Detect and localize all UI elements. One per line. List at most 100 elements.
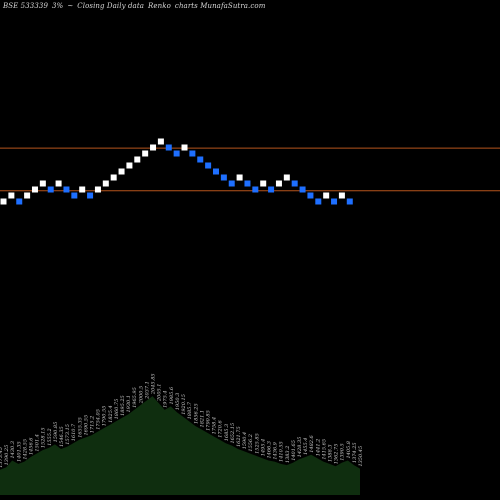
volume-label: 1885.7 xyxy=(187,401,193,419)
volume-label: 1930.1 xyxy=(126,395,132,413)
volume-label: 1975.4 xyxy=(163,390,169,408)
volume-label: 1428.55 xyxy=(22,439,28,460)
change-label: 3% xyxy=(52,2,64,10)
renko-brick xyxy=(197,156,204,163)
renko-brick xyxy=(181,144,188,151)
volume-label: 1410.55 xyxy=(279,441,285,462)
volume-label: 1436.9 xyxy=(273,441,279,459)
renko-brick xyxy=(307,192,314,199)
renko-brick xyxy=(39,180,46,187)
renko-brick xyxy=(8,192,15,199)
renko-brick xyxy=(252,186,259,193)
renko-brick xyxy=(16,198,23,205)
volume-label: 1621.75 xyxy=(236,426,242,447)
volume-label: 1556.2 xyxy=(248,434,254,452)
renko-brick xyxy=(228,180,235,187)
renko-brick xyxy=(315,198,322,205)
renko-brick xyxy=(0,198,7,205)
volume-label: 1441.2 xyxy=(315,439,321,457)
renko-brick xyxy=(291,180,298,187)
renko-brick xyxy=(165,144,172,151)
renko-brick xyxy=(150,144,157,151)
renko-brick xyxy=(118,168,125,175)
renko-brick xyxy=(126,162,133,169)
volume-label: 1482.6 xyxy=(309,434,315,452)
renko-brick xyxy=(94,186,101,193)
volume-label: 1920.15 xyxy=(181,394,187,415)
renko-brick xyxy=(260,180,267,187)
volume-label: 1546.35 xyxy=(59,426,65,447)
renko-brick xyxy=(338,192,345,199)
volume-label: 1415.65 xyxy=(321,439,327,460)
volume-label: 1555.2 xyxy=(47,428,53,446)
renko-brick xyxy=(79,186,86,193)
volume-label: 1383.2 xyxy=(285,446,291,464)
volume-area xyxy=(0,396,360,495)
brand-label: charts MunafaSutra.com xyxy=(174,2,266,10)
volume-label: 1895.25 xyxy=(120,395,126,416)
renko-brick xyxy=(268,186,275,193)
volume-label: 1590.4 xyxy=(242,432,248,450)
volume-label: 1715.2 xyxy=(90,416,96,434)
volume-labels: 1373.45 1390.25 1430.3 1401.35 1428.55 1456.6… xyxy=(0,373,364,467)
volume-label: 1388.3 xyxy=(327,444,333,462)
volume-label: 1790.55 xyxy=(102,406,108,427)
volume-label: 1401.35 xyxy=(16,441,22,462)
volume-label: 1655.35 xyxy=(77,417,83,438)
renko-brick xyxy=(299,186,306,193)
volume-label: 1720.6 xyxy=(218,419,224,437)
volume-label: 1573.15 xyxy=(65,424,71,445)
renko-brick xyxy=(31,186,38,193)
volume-label: 1965.95 xyxy=(132,387,138,408)
volume-label: 1754.05 xyxy=(96,409,102,430)
trend-arrow-label: ~ xyxy=(67,2,74,10)
volume-label: 1758.4 xyxy=(212,417,218,435)
volume-label: 1525.85 xyxy=(254,433,260,454)
renko-brick xyxy=(212,168,219,175)
volume-label: 2000.5 xyxy=(138,386,144,405)
volume-label: 1690.55 xyxy=(83,415,89,436)
renko-brick xyxy=(173,150,180,157)
renko-brick xyxy=(189,150,196,157)
volume-label: 2045.85 xyxy=(151,373,157,395)
volume-label: 1430.3 xyxy=(10,441,16,459)
chart-kind-label: Renko xyxy=(148,2,171,10)
renko-brick xyxy=(110,174,117,181)
renko-brick xyxy=(244,180,251,187)
volume-label: 1401.65 xyxy=(291,440,297,461)
volume-label: 1821.1 xyxy=(199,410,205,428)
renko-brick xyxy=(24,192,31,199)
volume-label: 1501.4 xyxy=(35,434,41,452)
volume-label: 2037.1 xyxy=(144,381,150,400)
volume-label: 1374.25 xyxy=(352,442,358,463)
volume-label: 1528.15 xyxy=(41,427,47,448)
volume-label: 1610.7 xyxy=(71,423,77,441)
renko-brick xyxy=(283,174,290,181)
volume-label: 1390.25 xyxy=(4,445,10,466)
volume-label: 1985.6 xyxy=(169,386,175,404)
volume-label: 1685.3 xyxy=(224,424,230,442)
renko-brick xyxy=(205,162,212,169)
volume-label: 1825.4 xyxy=(108,405,114,423)
volume-label: 1856.25 xyxy=(193,403,199,424)
volume-label: 1390.5 xyxy=(340,443,346,461)
renko-brick xyxy=(102,180,109,187)
volume-label: 1362.75 xyxy=(334,444,340,465)
volume-label: 1455.4 xyxy=(303,438,309,456)
volume-label: 1350.45 xyxy=(358,446,364,467)
caption-label: Closing Daily data xyxy=(77,2,145,10)
volume-label: 1590.85 xyxy=(53,422,59,443)
renko-brick xyxy=(87,192,94,199)
volume-label: 1950.3 xyxy=(175,393,181,411)
renko-brick xyxy=(47,186,54,193)
volume-label: 1456.6 xyxy=(29,437,35,455)
volume-label: 1860.75 xyxy=(114,399,120,420)
volume-label: 1466.3 xyxy=(266,441,272,459)
renko-brick xyxy=(275,180,282,187)
renko-brick xyxy=(323,192,330,199)
volume-label: 2005.1 xyxy=(157,384,163,403)
volume-label: 1405.8 xyxy=(346,441,352,459)
renko-brick xyxy=(142,150,149,157)
renko-brick xyxy=(63,186,70,193)
